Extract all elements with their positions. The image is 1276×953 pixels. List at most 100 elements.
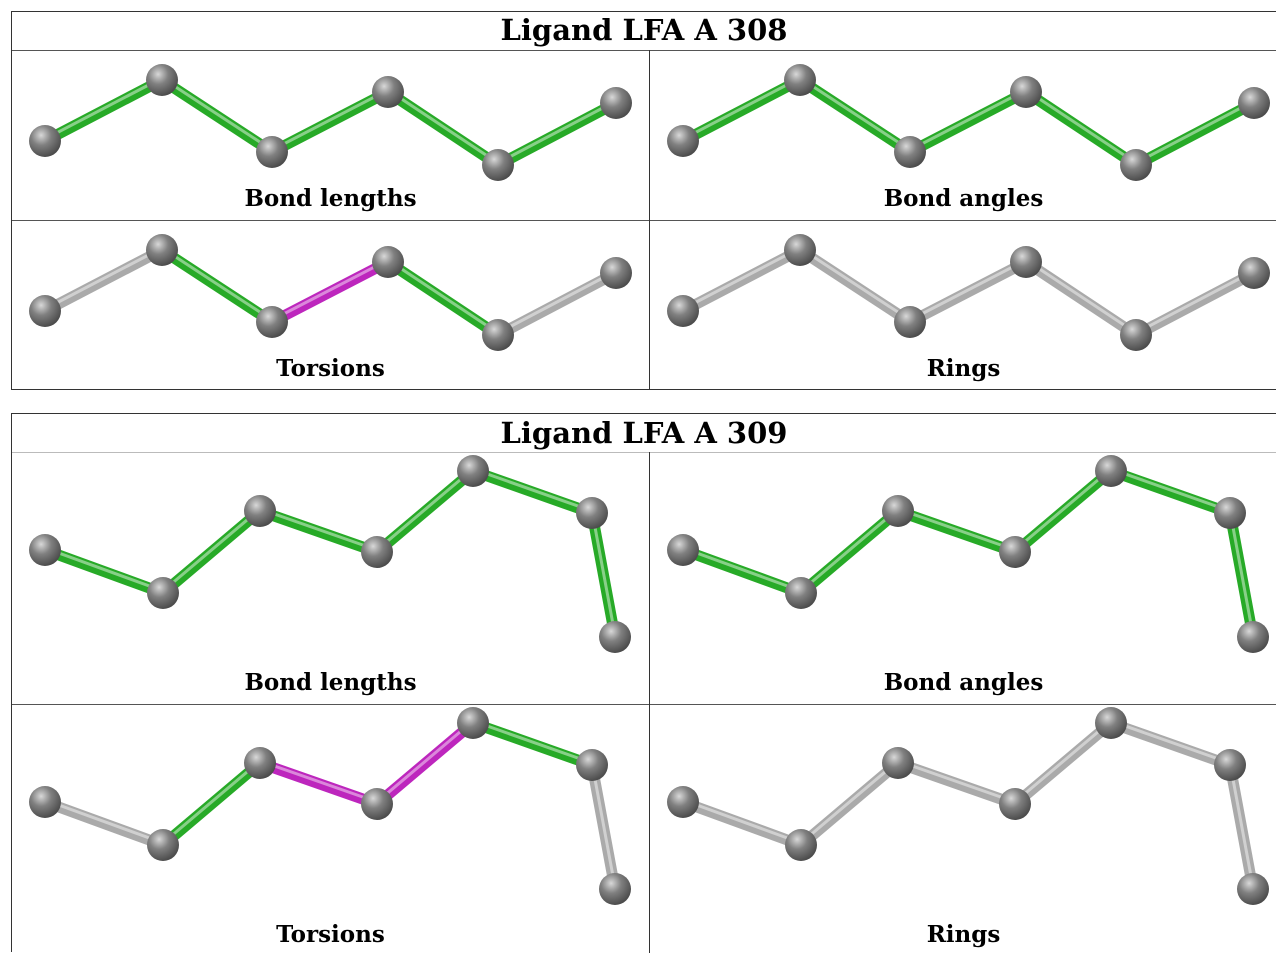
bond-highlight (1228, 761, 1255, 889)
bond (892, 505, 1021, 558)
bond-highlight (1024, 88, 1138, 165)
bond-highlight (1024, 258, 1138, 335)
bond-highlight (160, 246, 274, 322)
bond (382, 256, 504, 341)
bond-highlight (386, 88, 500, 165)
bond-highlight (896, 759, 1017, 804)
divider (12, 220, 1276, 221)
ligand-title: Ligand LFA A 308 (500, 13, 788, 47)
atom (147, 829, 179, 861)
bond (39, 544, 169, 599)
bond (1224, 507, 1259, 643)
bond (266, 86, 394, 158)
bond-angles-cell: Bond angles (650, 453, 1276, 704)
bond (157, 757, 266, 851)
bond (795, 505, 904, 599)
bond-highlight (896, 507, 1017, 552)
ligand-title: Ligand LFA A 309 (500, 416, 788, 450)
atom (599, 621, 631, 653)
bond-highlight (160, 76, 274, 152)
bond (677, 244, 806, 317)
bond-highlight (43, 798, 165, 845)
atom (147, 577, 179, 609)
atom (256, 306, 288, 338)
molecule-view-rings (667, 234, 1270, 351)
atom (1214, 749, 1246, 781)
bond (1130, 97, 1260, 171)
bond-highlight (496, 99, 618, 165)
bond-highlight (798, 246, 912, 322)
bond (586, 507, 621, 643)
ligand-panel-308: Ligand LFA A 308 Bond lengths Bond angle… (11, 11, 1276, 390)
bond-highlight (590, 761, 617, 889)
bond (794, 74, 916, 158)
atom (29, 534, 61, 566)
atom (667, 295, 699, 327)
atom (457, 707, 489, 739)
bond-highlight (43, 246, 164, 311)
atom (146, 234, 178, 266)
atom (1237, 873, 1269, 905)
bond-highlight (590, 509, 617, 637)
atom (457, 455, 489, 487)
bond-highlight (161, 759, 262, 845)
bond (677, 544, 807, 599)
bond (254, 757, 383, 810)
atom (999, 788, 1031, 820)
bond-highlight (375, 467, 475, 552)
bond-angles-cell: Bond angles (650, 51, 1276, 220)
rings-cell: Rings (650, 221, 1276, 390)
bond-highlight (270, 88, 390, 152)
bond-highlight (681, 798, 803, 845)
atom (1238, 87, 1270, 119)
bond-highlight (258, 759, 379, 804)
atom (999, 536, 1031, 568)
bond (794, 244, 916, 328)
divider (649, 50, 650, 390)
bond (39, 244, 168, 317)
divider (12, 704, 1276, 705)
atom (785, 829, 817, 861)
bond (156, 74, 278, 158)
atom (784, 64, 816, 96)
atom (667, 125, 699, 157)
bond (156, 244, 278, 328)
atom (600, 257, 632, 289)
bond (904, 86, 1032, 158)
atom (1095, 707, 1127, 739)
atom (600, 87, 632, 119)
bond (1105, 465, 1236, 519)
atom (1237, 621, 1269, 653)
bond (371, 717, 479, 810)
bond-highlight (43, 76, 164, 141)
caption-bond-lengths: Bond lengths (244, 185, 417, 212)
atom (361, 788, 393, 820)
caption-torsions: Torsions (276, 921, 385, 948)
bond-highlight (908, 258, 1028, 322)
bond (382, 86, 504, 171)
bond-highlight (798, 76, 912, 152)
bond (254, 505, 383, 558)
atom (482, 319, 514, 351)
bond-highlight (1013, 467, 1113, 552)
bond-highlight (799, 507, 900, 593)
bond (39, 796, 169, 851)
bond-highlight (375, 719, 475, 804)
molecule-view-bond-lengths (29, 64, 632, 181)
caption-rings: Rings (926, 355, 1001, 382)
atom (667, 534, 699, 566)
bond (677, 796, 807, 851)
bond (266, 256, 394, 328)
atom (882, 747, 914, 779)
bond-highlight (496, 269, 618, 335)
bond-highlight (908, 88, 1028, 152)
bond (586, 759, 621, 895)
atom (361, 536, 393, 568)
bond (1009, 717, 1117, 810)
atom (482, 149, 514, 181)
atom (599, 873, 631, 905)
atom (894, 136, 926, 168)
molecule-view-torsions (29, 707, 631, 905)
bond-highlight (1109, 719, 1232, 765)
bond (904, 256, 1032, 328)
